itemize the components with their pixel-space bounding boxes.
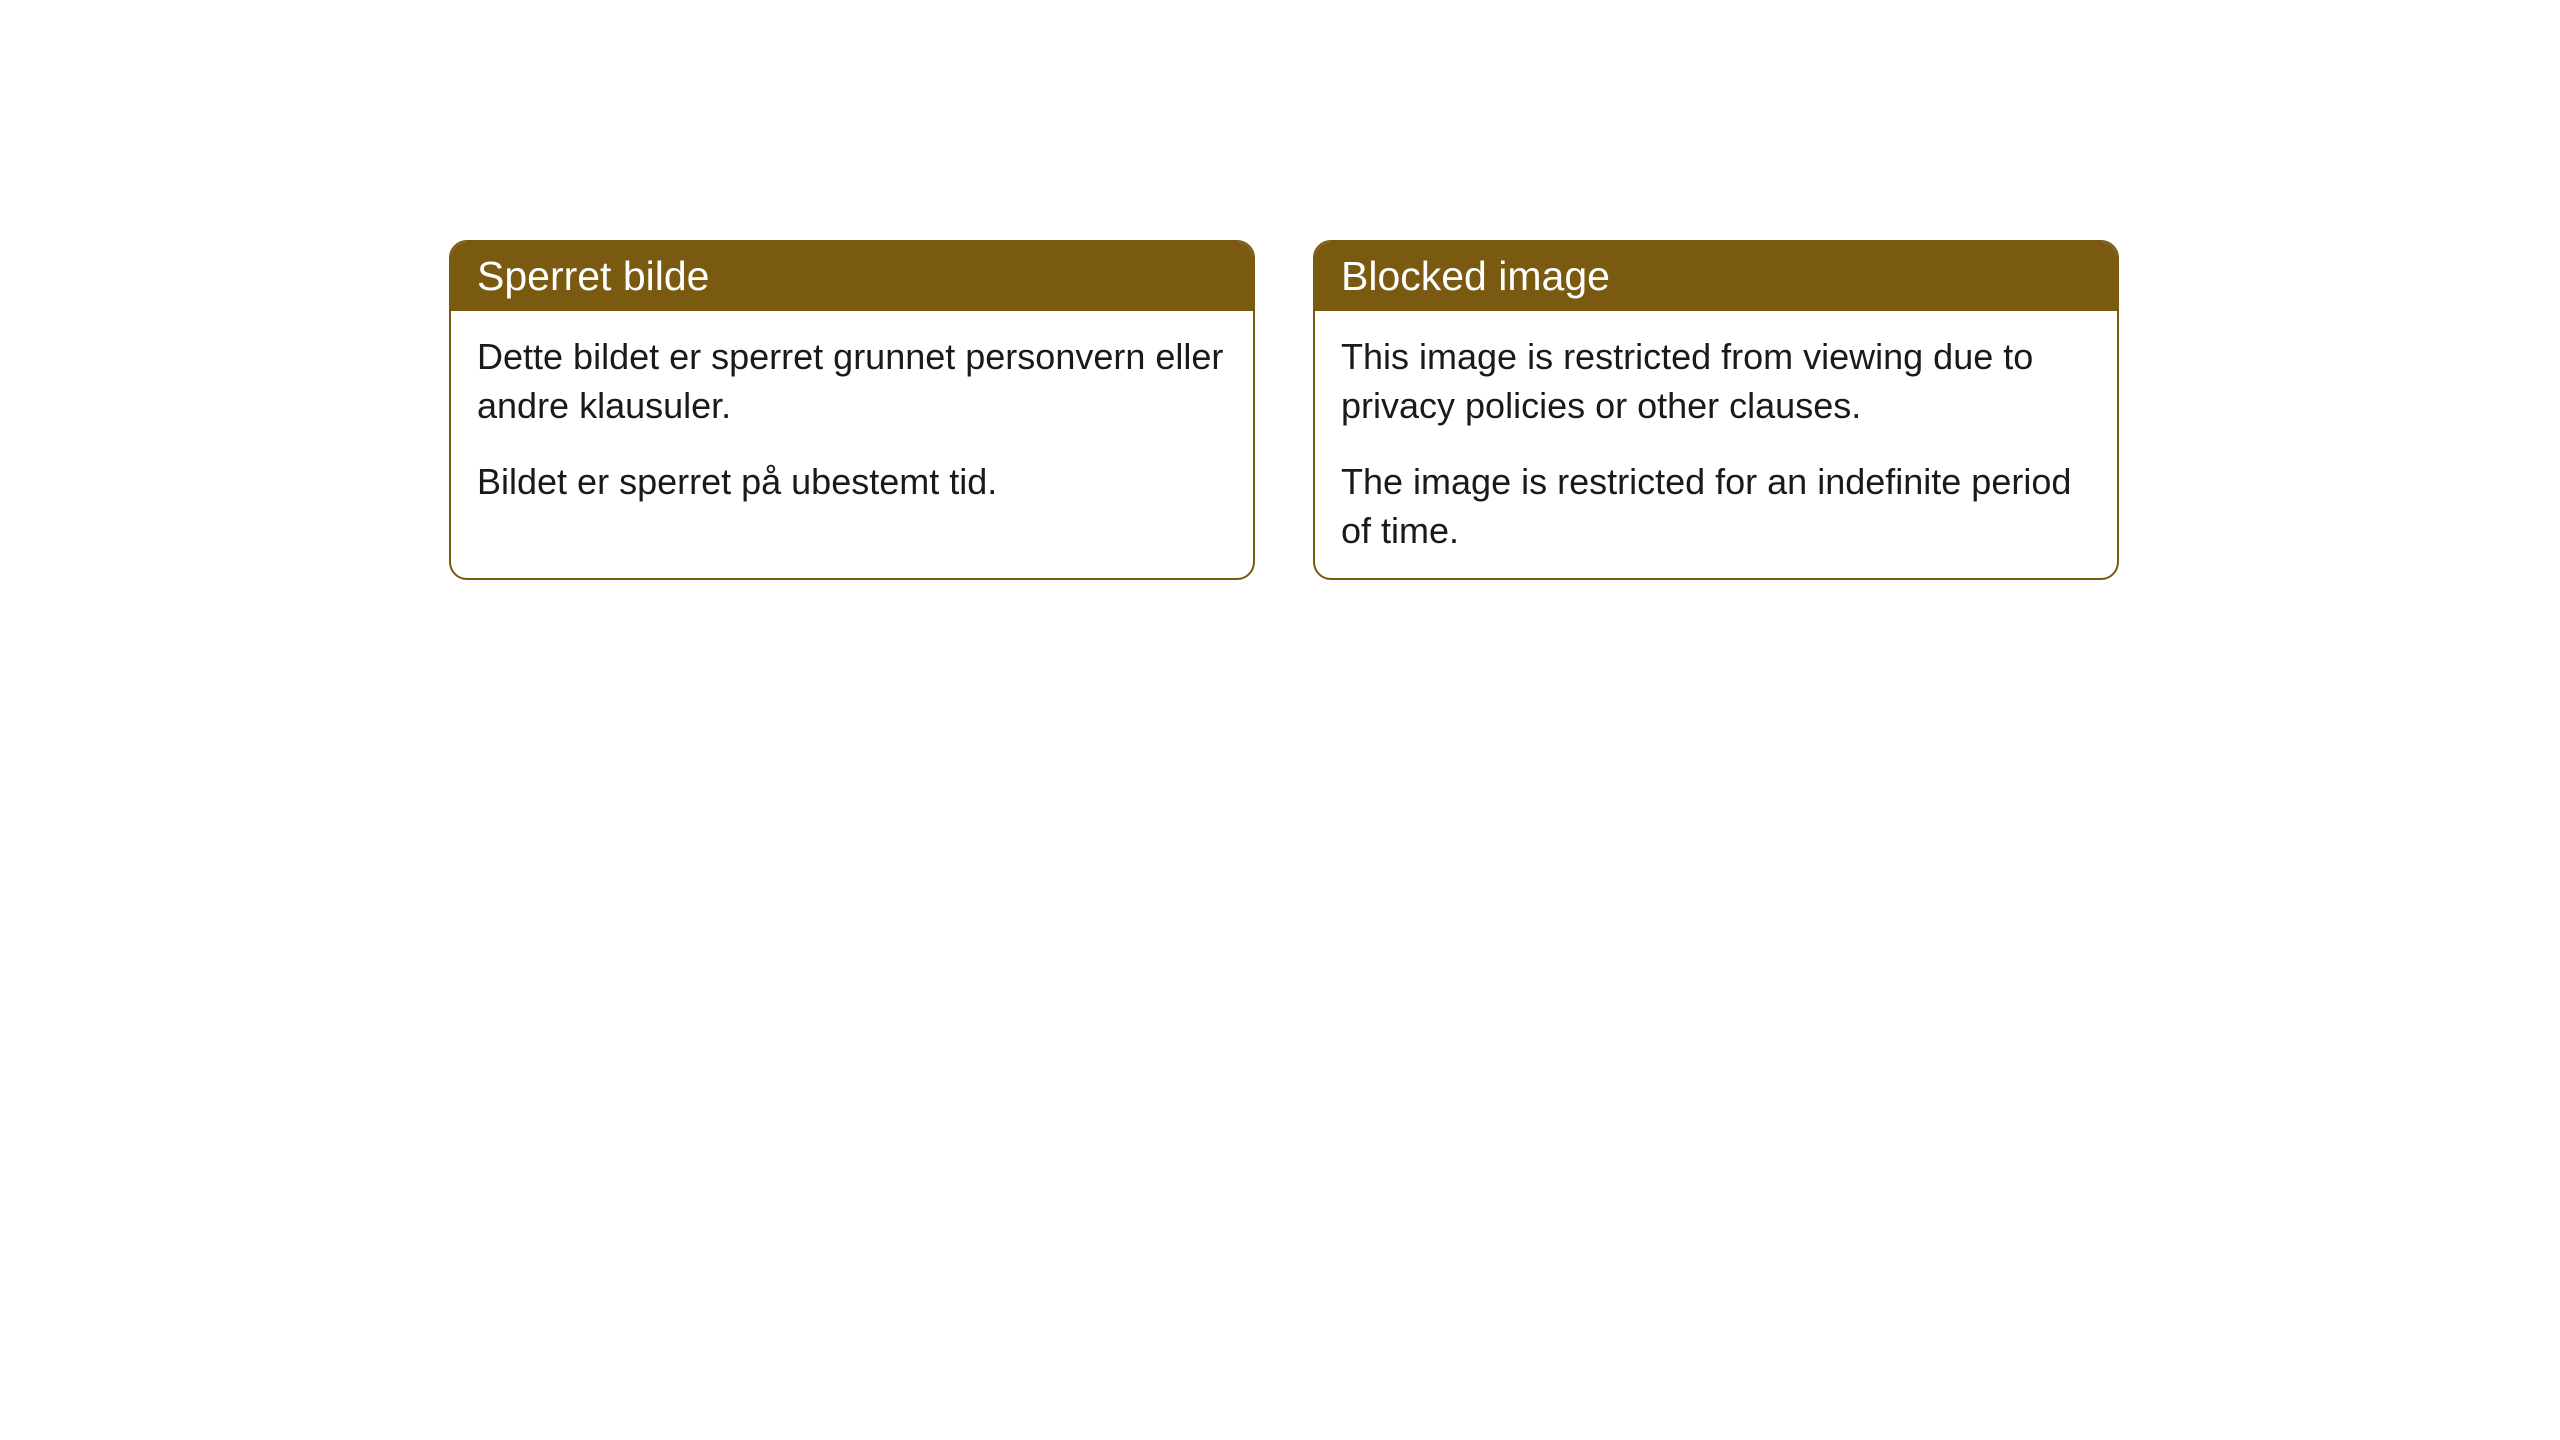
card-header-english: Blocked image [1315, 242, 2117, 311]
card-text-norwegian-p2: Bildet er sperret på ubestemt tid. [477, 458, 1227, 507]
card-title-norwegian: Sperret bilde [477, 253, 709, 299]
notice-container: Sperret bilde Dette bildet er sperret gr… [449, 240, 2119, 580]
card-text-english-p1: This image is restricted from viewing du… [1341, 333, 2091, 430]
card-body-english: This image is restricted from viewing du… [1315, 311, 2117, 577]
card-header-norwegian: Sperret bilde [451, 242, 1253, 311]
card-body-norwegian: Dette bildet er sperret grunnet personve… [451, 311, 1253, 529]
card-text-norwegian-p1: Dette bildet er sperret grunnet personve… [477, 333, 1227, 430]
card-title-english: Blocked image [1341, 253, 1610, 299]
card-text-english-p2: The image is restricted for an indefinit… [1341, 458, 2091, 555]
notice-card-english: Blocked image This image is restricted f… [1313, 240, 2119, 580]
notice-card-norwegian: Sperret bilde Dette bildet er sperret gr… [449, 240, 1255, 580]
